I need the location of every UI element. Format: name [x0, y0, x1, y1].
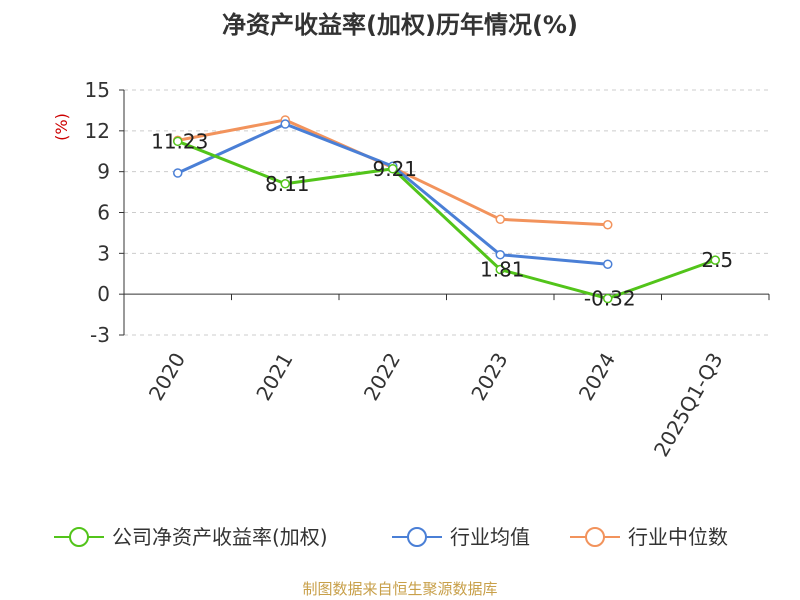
data-point: [173, 168, 183, 178]
data-point: [710, 255, 720, 265]
data-label: 8.11: [265, 172, 310, 196]
data-point: [495, 264, 505, 275]
data-point: [603, 259, 613, 269]
x-tick-label: 2021: [251, 349, 297, 405]
x-tick-label: 2025Q1-Q3: [649, 349, 728, 461]
chart-title: 净资产收益率(加权)历年情况(%): [222, 11, 578, 39]
y-tick-label: 12: [85, 119, 110, 143]
series-layer: [173, 115, 720, 304]
y-tick-label: -3: [90, 323, 110, 347]
legend-marker: [407, 527, 427, 547]
data-point: [388, 164, 398, 174]
data-point: [280, 179, 290, 189]
y-tick-label: 9: [97, 160, 110, 184]
data-label-layer: 11.23 8.11 9.21 1.81 -0.32 2.5: [151, 129, 733, 310]
y-tick-label: 3: [97, 241, 110, 265]
data-point: [603, 293, 613, 304]
legend-marker: [585, 527, 605, 547]
data-label: 11.23: [151, 129, 208, 153]
data-point: [603, 220, 613, 230]
data-point: [495, 249, 505, 260]
data-label: -0.32: [584, 287, 636, 311]
data-source-note: 制图数据来自恒生聚源数据库: [302, 580, 497, 598]
legend-label: 行业中位数: [628, 525, 728, 549]
y-axis-unit-label: (%): [52, 113, 71, 141]
data-label: 1.81: [480, 258, 525, 282]
legend-marker: [69, 527, 89, 547]
y-tick-label: 0: [97, 282, 110, 306]
x-tick-label: 2022: [359, 349, 405, 405]
y-tick-label: 6: [97, 201, 110, 225]
x-tick-label: 2023: [466, 349, 512, 405]
data-point: [173, 136, 183, 147]
legend-label: 公司净资产收益率(加权): [112, 525, 328, 549]
data-point: [495, 214, 505, 225]
series-line: [177, 139, 716, 301]
legend: 公司净资产收益率(加权) 行业均值 行业中位数: [54, 525, 728, 549]
x-tick-label: 2020: [144, 349, 190, 405]
series-line: [177, 122, 608, 266]
data-point: [280, 119, 290, 129]
legend-label: 行业均值: [450, 525, 530, 549]
x-tick-label: 2024: [574, 349, 620, 405]
y-tick-label: 15: [85, 78, 110, 102]
data-label: 9.21: [372, 157, 417, 181]
data-label: 2.5: [701, 248, 733, 272]
